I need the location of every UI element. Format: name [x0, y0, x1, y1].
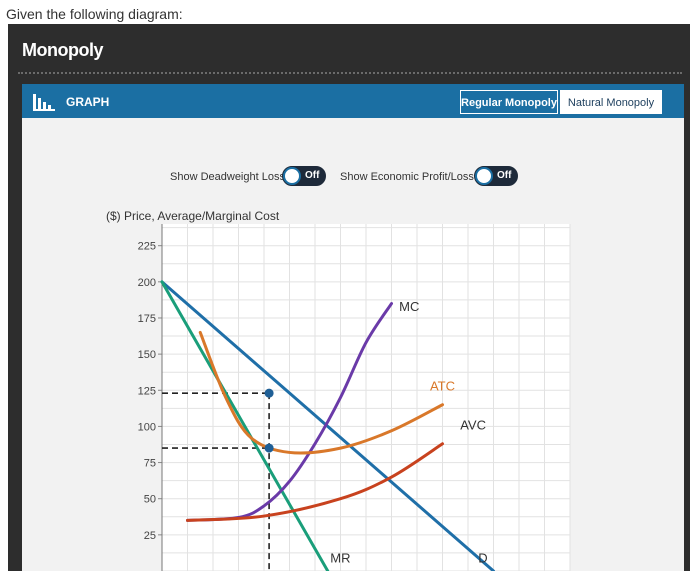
app-title: Monopoly	[22, 40, 103, 60]
y-tick-label: 200	[138, 277, 156, 289]
economic-profit-toggle[interactable]: Off	[474, 166, 518, 186]
y-axis-title: ($) Price, Average/Marginal Cost	[106, 209, 280, 223]
monopoly-chart: 25 50 75 100 125 150 175 200 225 D MR MC ATC AVC	[138, 224, 571, 571]
toggle-knob	[283, 167, 301, 185]
curve-atc	[198, 330, 444, 455]
y-tick-label: 75	[144, 458, 156, 470]
curve-label-mr: MR	[330, 550, 350, 565]
curve-label-d: D	[478, 550, 487, 565]
deadweight-loss-label: Show Deadweight Loss	[170, 171, 285, 183]
monopoly-widget: Monopoly GRAPH Regular Monopoly Natural …	[8, 24, 690, 571]
curve-label-mc: MC	[399, 299, 419, 314]
graph-label: GRAPH	[66, 95, 110, 109]
title-divider	[18, 72, 682, 74]
question-text: Given the following diagram:	[6, 6, 183, 22]
y-tick-label: 50	[144, 494, 156, 506]
curve-mr	[160, 280, 330, 571]
y-tick-label: 100	[138, 421, 156, 433]
economic-profit-label: Show Economic Profit/Loss	[340, 171, 474, 183]
y-tick-label: 225	[138, 241, 156, 253]
point-marker	[264, 443, 274, 453]
curve-avc	[186, 442, 444, 522]
curve-d	[160, 280, 495, 571]
bar-chart-icon	[33, 94, 55, 111]
y-tick-label: 175	[138, 313, 156, 325]
curve-label-atc: ATC	[430, 378, 455, 393]
point-marker	[264, 388, 274, 398]
toggle-state: Off	[497, 170, 512, 181]
y-tick-label: 125	[138, 385, 156, 397]
toggle-knob	[475, 167, 493, 185]
toggle-state: Off	[305, 170, 320, 181]
curve-label-avc: AVC	[460, 417, 486, 432]
graph-toolbar: GRAPH Regular Monopoly Natural Monopoly	[22, 84, 684, 118]
tab-natural-monopoly[interactable]: Natural Monopoly	[560, 90, 662, 114]
tab-regular-monopoly[interactable]: Regular Monopoly	[460, 90, 558, 114]
graph-panel: GRAPH Regular Monopoly Natural Monopoly …	[22, 84, 684, 571]
deadweight-loss-toggle[interactable]: Off	[282, 166, 326, 186]
y-tick-label: 150	[138, 349, 156, 361]
y-tick-label: 25	[144, 530, 156, 542]
